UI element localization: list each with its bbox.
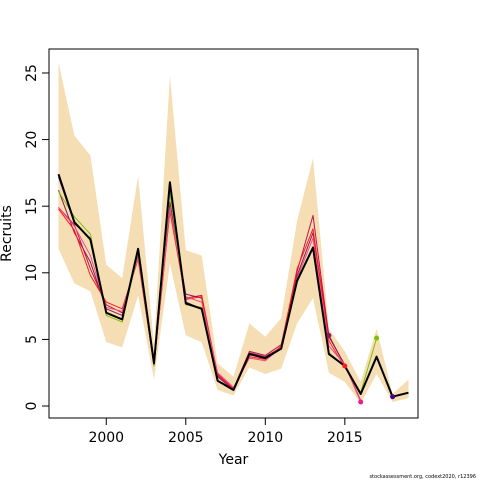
end-point-3 xyxy=(358,399,364,405)
x-axis: 2000 2005 2010 2015 xyxy=(88,417,363,446)
confidence-band-layer xyxy=(58,62,409,404)
end-point-1 xyxy=(326,332,332,338)
y-tick-label: 15 xyxy=(24,197,40,215)
series-layer xyxy=(57,173,409,403)
confidence-band xyxy=(58,62,409,404)
plot-frame xyxy=(48,48,419,419)
y-tick-label: 5 xyxy=(24,335,40,344)
y-tick-label: 10 xyxy=(24,264,40,282)
y-tick-label: 20 xyxy=(24,131,40,149)
end-points-layer xyxy=(326,332,396,405)
y-axis-title: Recruits xyxy=(0,205,15,262)
x-axis-title: Year xyxy=(218,452,249,468)
series-line-5 xyxy=(58,207,362,403)
x-tick-label: 2015 xyxy=(327,430,363,446)
series-line-1 xyxy=(57,173,409,398)
x-tick-label: 2000 xyxy=(88,430,124,446)
x-tick-label: 2005 xyxy=(168,430,204,446)
end-point-4 xyxy=(374,335,380,341)
end-point-5 xyxy=(390,394,396,400)
credit-text: stockassessment.org, codext2020, r12396 xyxy=(369,474,476,480)
y-tick-label: 25 xyxy=(24,64,40,82)
series-line-4 xyxy=(58,208,346,390)
y-axis: 0 5 10 15 20 25 xyxy=(24,64,50,411)
end-point-2 xyxy=(342,363,348,369)
y-tick-label: 0 xyxy=(24,402,40,411)
x-tick-label: 2010 xyxy=(247,430,283,446)
